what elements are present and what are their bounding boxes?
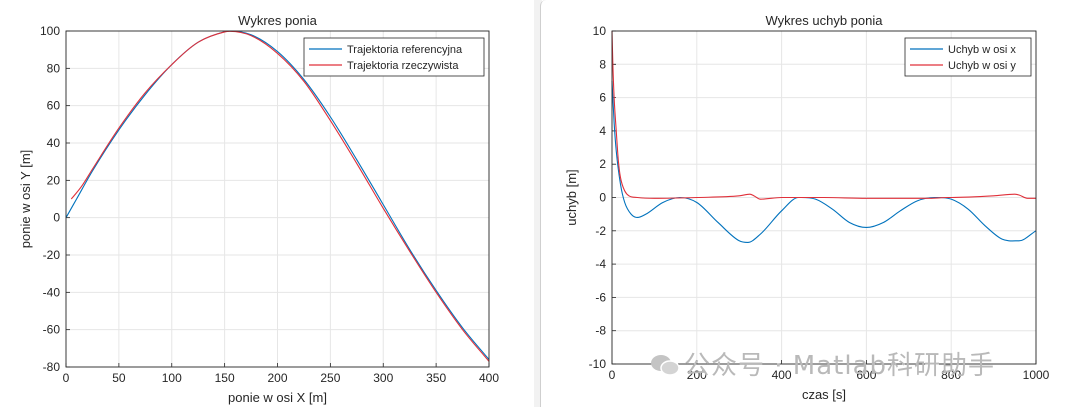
x-tick-label: 1000: [1023, 368, 1050, 382]
y-tick-label: -60: [43, 323, 61, 337]
y-tick-label: 0: [53, 211, 60, 225]
panel-separator: [534, 0, 542, 407]
y-axis-label: ponie w osi Y [m]: [18, 150, 33, 249]
legend-box: [303, 37, 485, 77]
legend-label-1: Uchyb w osi x: [948, 44, 1016, 56]
y-tick-label: 10: [593, 24, 607, 38]
y-tick-label: 40: [47, 136, 61, 150]
chart-error: Wykres uchyb ponia 0 200 400 600 800 1000 -10 -8…: [564, 13, 1050, 402]
series-line-1: [611, 80, 1037, 243]
x-tick-label: 0: [609, 368, 616, 382]
y-tick-label: 60: [47, 99, 61, 113]
wechat-icon: [651, 355, 680, 376]
legend-label-2: Trajektoria rzeczywista: [347, 60, 459, 72]
series-line-2: [611, 30, 1036, 200]
x-axis-label: czas [s]: [802, 387, 846, 402]
x-tick-label: 400: [772, 368, 792, 382]
plot-frame: [611, 30, 1037, 365]
x-tick-label: 800: [941, 368, 961, 382]
legend: Uchyb w osi x Uchyb w osi y: [904, 37, 1032, 77]
legend-label-2: Uchyb w osi y: [948, 60, 1016, 72]
y-tick-label: -40: [43, 285, 61, 299]
y-tick-label: 4: [599, 124, 606, 138]
x-tick-label: 350: [426, 371, 446, 385]
y-tick-label: -8: [595, 324, 606, 338]
y-tick-label: -4: [595, 257, 606, 271]
x-tick-label: 150: [215, 371, 235, 385]
x-tick-label: 300: [373, 371, 393, 385]
y-tick-label: 20: [47, 173, 61, 187]
x-tick-label: 200: [687, 368, 707, 382]
series-line-2: [70, 30, 490, 362]
y-axis-label: uchyb [m]: [564, 169, 579, 225]
y-tick-label: -6: [595, 290, 606, 304]
y-tick-label: -80: [43, 360, 61, 374]
y-tick-label: 0: [599, 191, 606, 205]
y-tick-label: -2: [595, 224, 606, 238]
y-tick-label: 2: [599, 157, 606, 171]
y-tick-label: 80: [47, 61, 61, 75]
legend-label-1: Trajektoria referencyjna: [347, 44, 463, 56]
x-tick-label: 0: [63, 371, 70, 385]
chart-title: Wykres uchyb ponia: [766, 13, 884, 28]
watermark-text: 公众号 · Matlab科研助手: [684, 351, 996, 381]
left-figure-panel: Wykres ponia 0 50 100 150 200 250 300 350 400 -80-…: [0, 0, 534, 407]
right-figure-panel: Wykres uchyb ponia 0 200 400 600 800 1000 -10 -8…: [540, 0, 1080, 407]
x-tick-label: 50: [112, 371, 126, 385]
x-tick-label: 250: [320, 371, 340, 385]
x-tick-label: 100: [162, 371, 182, 385]
y-tick-label: 100: [40, 24, 60, 38]
chart-title: Wykres ponia: [238, 13, 317, 28]
series-line-1: [65, 30, 490, 360]
x-tick-label: 600: [856, 368, 876, 382]
y-tick-label: -10: [589, 357, 607, 371]
y-tick-label: 6: [599, 91, 606, 105]
watermark: 公众号 · Matlab科研助手: [650, 345, 995, 382]
legend: Trajektoria referencyjna Trajektoria rzec…: [303, 37, 485, 77]
plot-frame: [65, 30, 490, 368]
x-tick-label: 400: [479, 371, 499, 385]
y-tick-label: -20: [43, 248, 61, 262]
legend-box: [904, 37, 1032, 77]
x-axis-label: ponie w osi X [m]: [228, 390, 327, 405]
x-tick-label: 200: [267, 371, 287, 385]
y-tick-label: 8: [599, 57, 606, 71]
